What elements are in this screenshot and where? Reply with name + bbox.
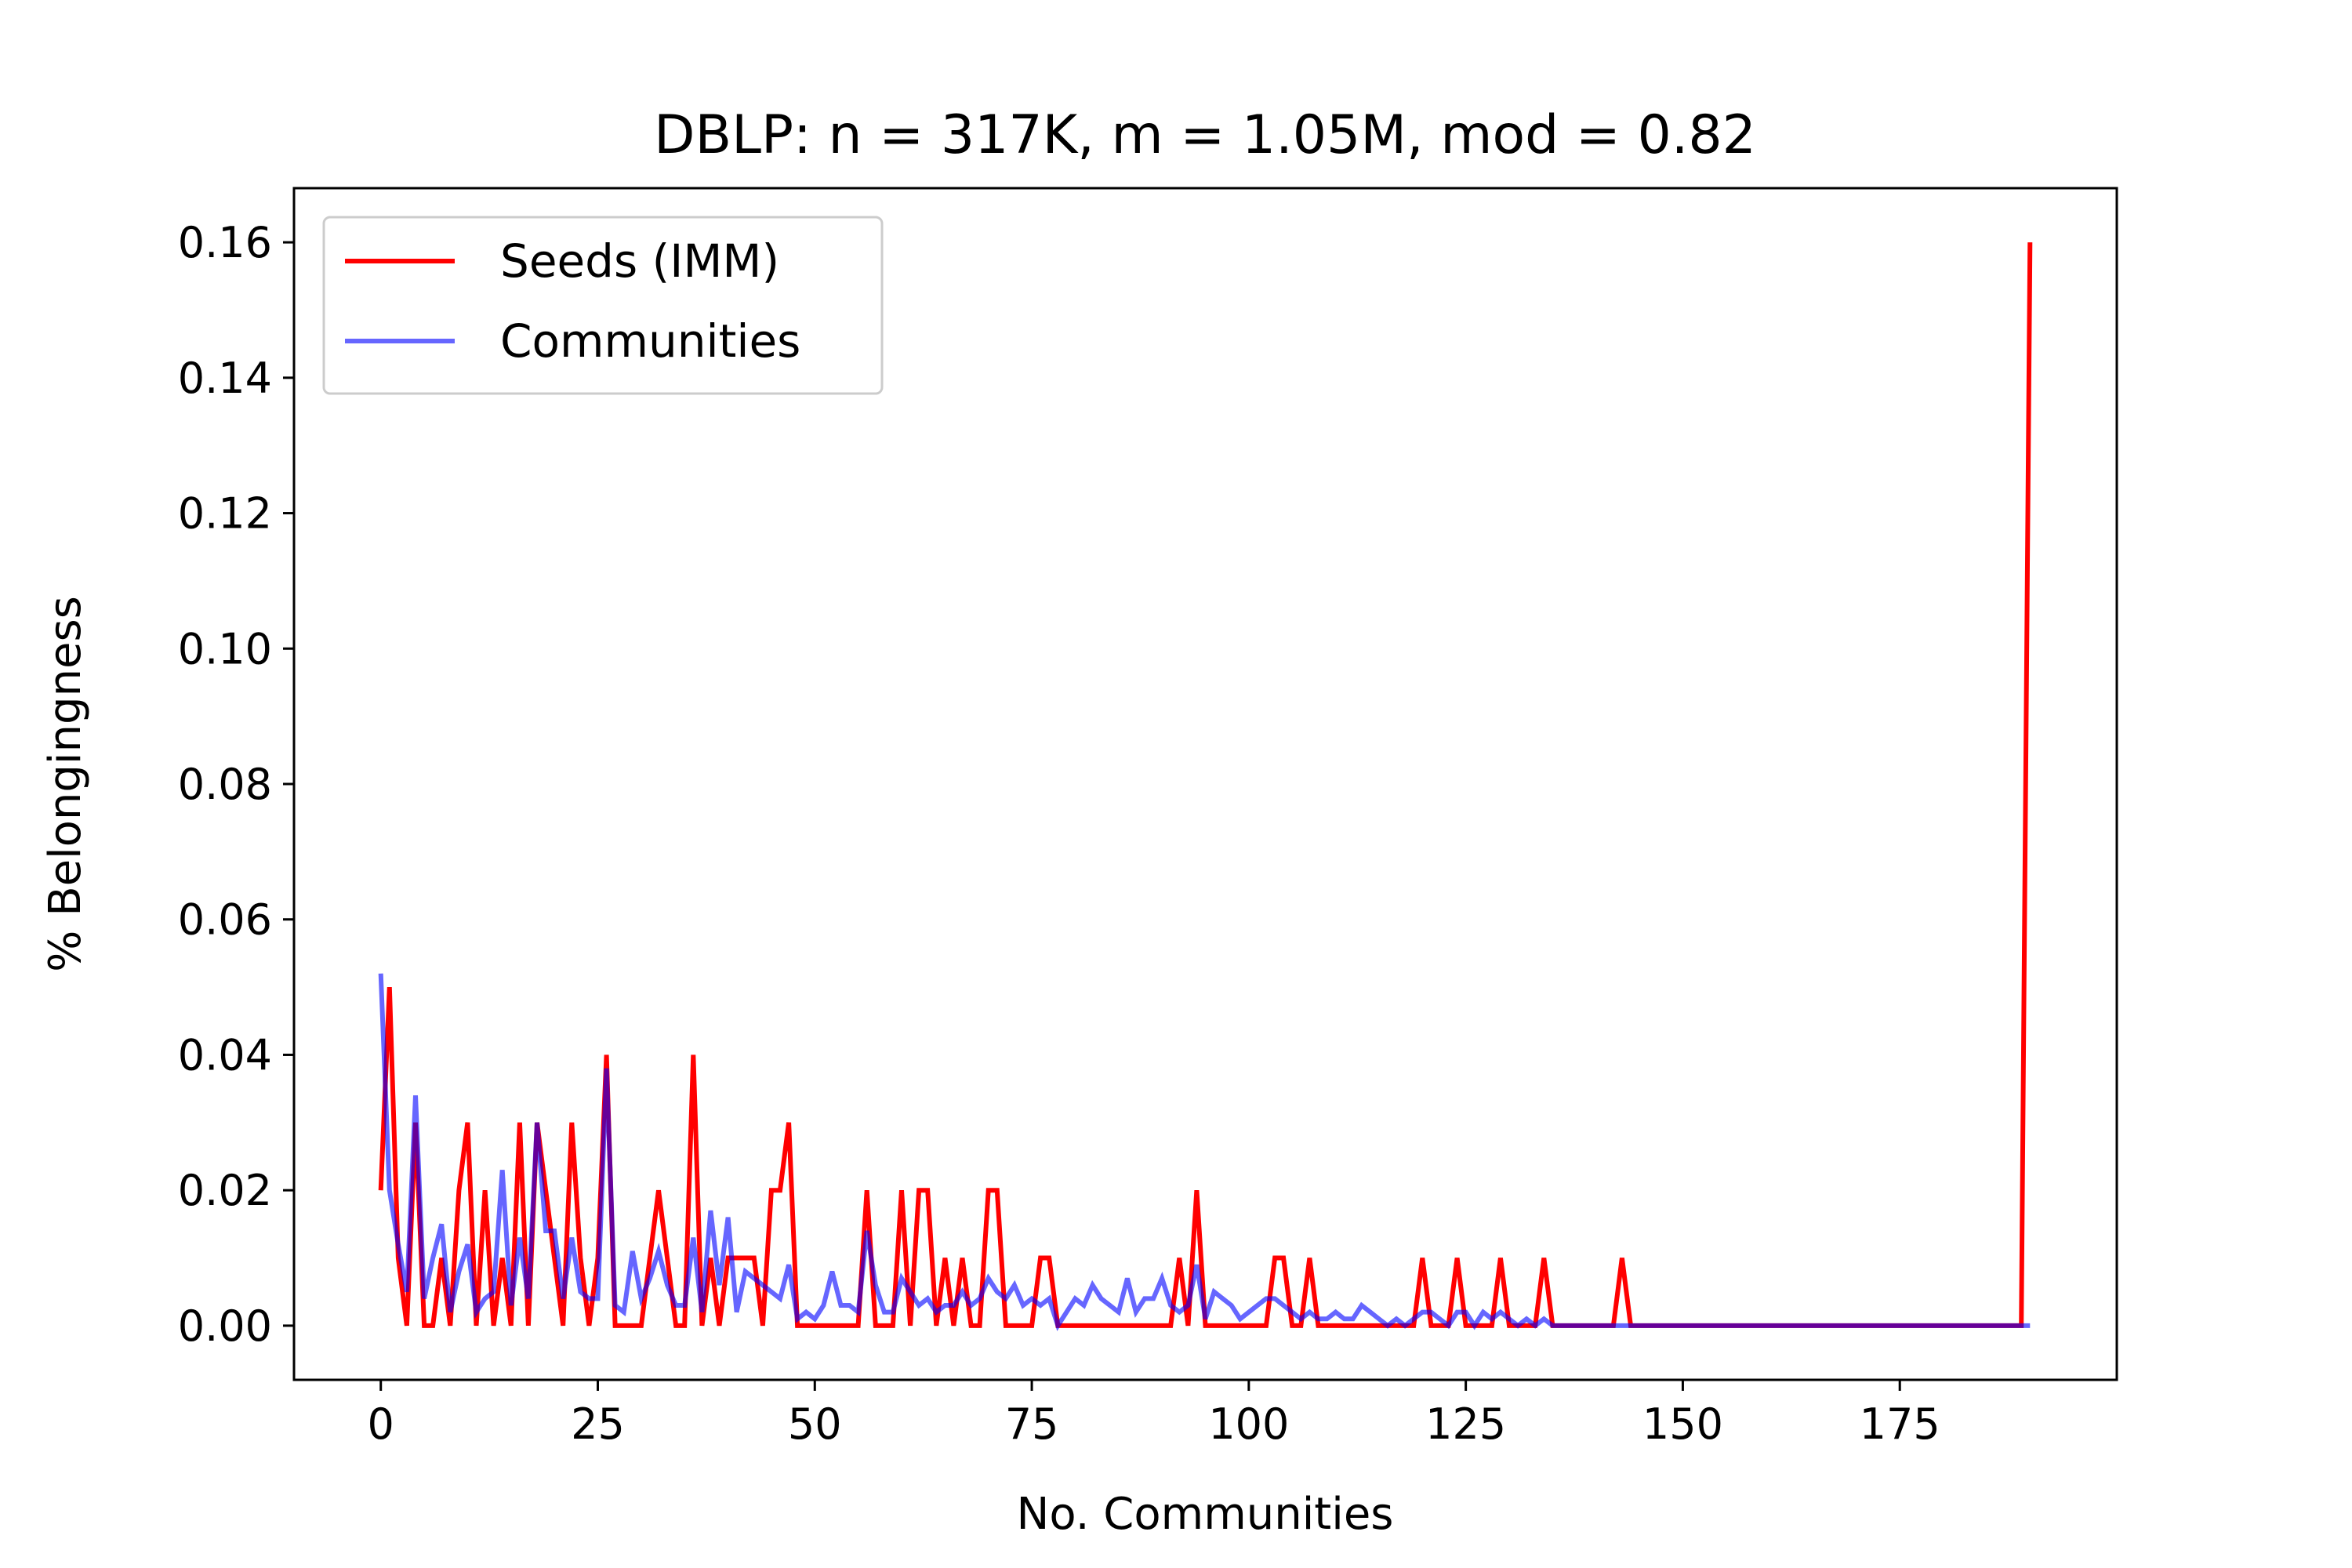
x-tick-label: 50 [788,1399,842,1449]
x-axis-label: No. Communities [1017,1489,1394,1540]
x-tick-label: 175 [1860,1399,1940,1449]
y-tick-label: 0.00 [178,1301,272,1351]
y-axis-label: % Belongingness [40,596,91,972]
legend: Seeds (IMM) Communities [322,216,884,395]
legend-label-seeds: Seeds (IMM) [500,234,779,288]
x-tick-label: 75 [1005,1399,1059,1449]
series-line-communities [378,973,2031,1331]
y-tick-label: 0.06 [178,895,272,945]
y-tick-label: 0.10 [178,624,272,673]
x-tick-label: 125 [1425,1399,1506,1449]
x-tick-label: 150 [1642,1399,1723,1449]
x-tick-label: 100 [1208,1399,1289,1449]
legend-label-communities: Communities [500,314,800,368]
x-tick-label: 25 [571,1399,625,1449]
y-tick-label: 0.08 [178,760,272,809]
y-axis: 0.00 0.02 0.04 0.06 0.08 0.10 0.12 0.14 0.16 [178,218,294,1351]
y-tick-label: 0.14 [178,354,272,403]
legend-box [322,216,884,395]
y-tick-label: 0.16 [178,218,272,267]
x-axis: 0 25 50 75 100 125 150 175 [368,1380,1940,1449]
plot-series [378,242,2033,1331]
chart-title: DBLP: n = 317K, m = 1.05M, mod = 0.82 [654,104,1756,166]
y-tick-label: 0.02 [178,1166,272,1215]
y-tick-label: 0.12 [178,489,272,539]
y-tick-label: 0.04 [178,1030,272,1080]
x-tick-label: 0 [368,1399,394,1449]
